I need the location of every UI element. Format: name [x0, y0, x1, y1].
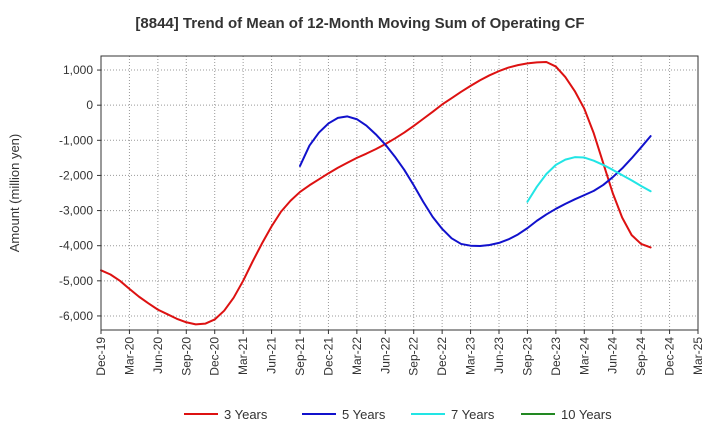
y-tick-label: 1,000 — [63, 63, 93, 77]
series-line-3-years — [100, 60, 652, 326]
y-tick-label: -5,000 — [59, 274, 93, 288]
x-tick-label: Sep-23 — [520, 337, 534, 376]
x-tick-label: Mar-24 — [577, 337, 591, 375]
x-tick-label: Dec-24 — [663, 337, 677, 376]
y-tick-label: -3,000 — [59, 204, 93, 218]
x-tick-label: Jun-20 — [151, 337, 165, 374]
legend-label-3-years: 3 Years — [224, 407, 268, 422]
y-axis: 1,000 0 -1,000 -2,000 -3,000 -4,000 -5,000 -6,0… — [59, 63, 101, 323]
chart-title: [8844] Trend of Mean of 12-Month Moving … — [135, 15, 584, 32]
plot-border — [100, 55, 699, 331]
x-tick-label: Jun-22 — [378, 337, 392, 374]
x-tick-label: Jun-21 — [265, 337, 279, 374]
x-tick-label: Mar-25 — [691, 337, 705, 375]
x-tick-label: Sep-22 — [407, 337, 421, 376]
x-axis: Dec-19 Mar-20 Jun-20 Sep-20 Dec-20 Mar-21 Jun-… — [94, 330, 705, 376]
x-tick-label: Mar-23 — [464, 337, 478, 375]
series-layer — [100, 60, 652, 326]
series-line-7-years — [526, 156, 652, 203]
x-tick-label: Dec-21 — [321, 337, 335, 376]
y-tick-label: -2,000 — [59, 168, 93, 182]
x-tick-label: Dec-19 — [94, 337, 108, 376]
y-tick-label: -4,000 — [59, 239, 93, 253]
x-tick-label: Jun-23 — [492, 337, 506, 374]
plot-area — [101, 56, 698, 330]
x-tick-label: Sep-20 — [179, 337, 193, 376]
x-tick-label: Dec-23 — [549, 337, 563, 376]
x-tick-label: Sep-21 — [293, 337, 307, 376]
x-tick-label: Jun-24 — [606, 337, 620, 374]
x-tick-label: Sep-24 — [634, 337, 648, 376]
y-tick-label: 0 — [86, 98, 93, 112]
y-tick-label: -1,000 — [59, 133, 93, 147]
x-tick-label: Dec-22 — [435, 337, 449, 376]
legend: 3 Years 5 Years 7 Years 10 Years — [184, 407, 612, 422]
legend-label-10-years: 10 Years — [561, 407, 612, 422]
y-tick-label: -6,000 — [59, 309, 93, 323]
x-tick-label: Dec-20 — [208, 337, 222, 376]
series-line-5-years — [299, 115, 652, 248]
legend-label-7-years: 7 Years — [451, 407, 495, 422]
grid — [101, 56, 698, 330]
y-axis-label: Amount (million yen) — [7, 134, 22, 253]
x-tick-label: Mar-20 — [122, 337, 136, 375]
x-tick-label: Mar-21 — [236, 337, 250, 375]
x-tick-label: Mar-22 — [350, 337, 364, 375]
legend-label-5-years: 5 Years — [342, 407, 386, 422]
